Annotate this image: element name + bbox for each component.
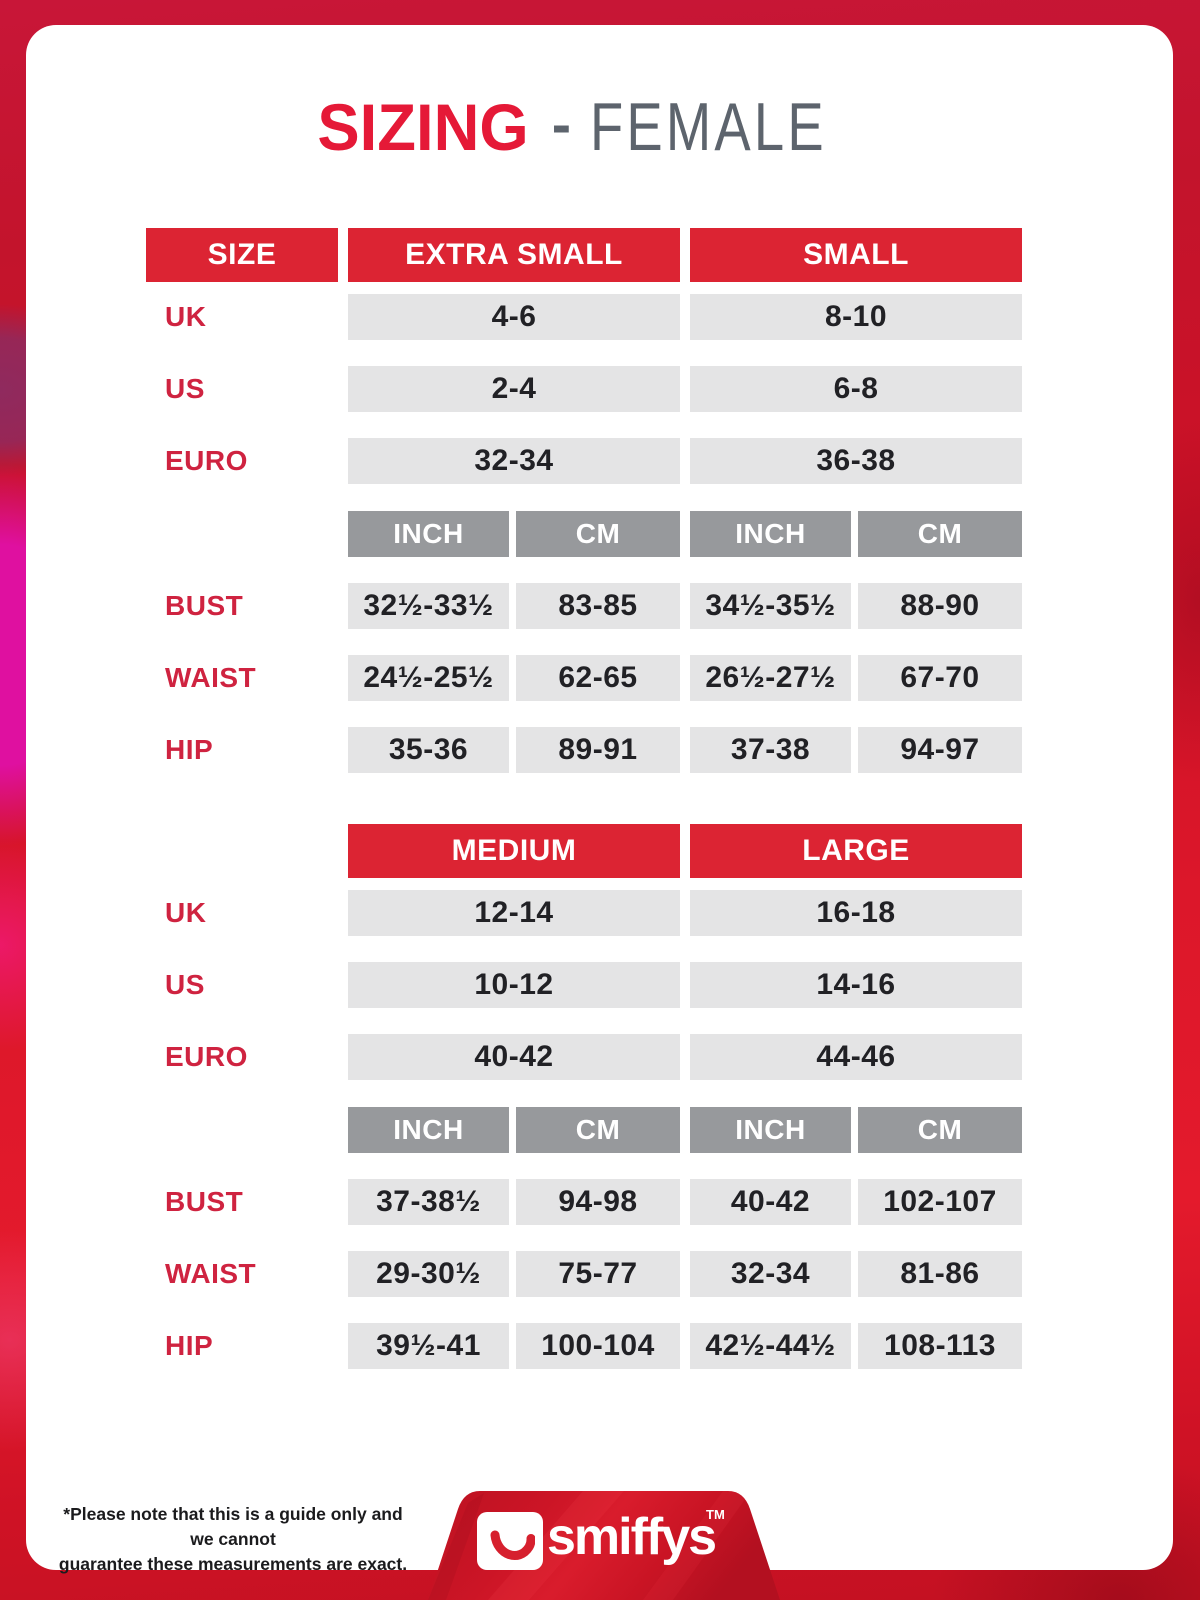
- t2-euro-large-value: 44-46: [690, 1034, 1022, 1080]
- t2-euro-medium-value: 40-42: [348, 1034, 680, 1080]
- t1-euro-label: EURO: [165, 445, 248, 476]
- t2-bust-large-cm: 102-107: [858, 1179, 1022, 1225]
- t2-uk-medium-value: 12-14: [348, 890, 680, 936]
- t2-inch-header-2: INCH: [690, 1107, 851, 1153]
- t1-waist-small-inch: 26½-27½: [690, 655, 851, 701]
- title-dash: -: [551, 92, 572, 157]
- t2-hip-medium-inch: 39½-41: [348, 1323, 509, 1369]
- t2-bust-medium-inch: 37-38½: [348, 1179, 509, 1225]
- t2-uk-large-value: 16-18: [690, 890, 1022, 936]
- t1-waist-small-cm: 67-70: [858, 655, 1022, 701]
- title-female: FEMALE: [589, 89, 827, 165]
- t2-inch-header-1: INCH: [348, 1107, 509, 1153]
- t2-euro-label: EURO: [165, 1041, 248, 1072]
- t2-hip-label: HIP: [165, 1330, 214, 1361]
- disclaimer-line-2: guarantee these measurements are exact.: [58, 1554, 408, 1574]
- t1-uk-label: UK: [165, 301, 207, 332]
- t1-waist-xs-cm: 62-65: [516, 655, 680, 701]
- t1-waist-label: WAIST: [165, 662, 257, 693]
- t1-inch-header-2: INCH: [690, 511, 851, 557]
- t1-uk-xs-value: 4-6: [348, 294, 680, 340]
- t2-hip-large-inch: 42½-44½: [690, 1323, 851, 1369]
- t1-bust-small-inch: 34½-35½: [690, 583, 851, 629]
- t2-us-label: US: [165, 969, 205, 1000]
- t1-hip-small-inch: 37-38: [690, 727, 851, 773]
- t2-bust-label: BUST: [165, 1186, 244, 1217]
- t1-us-small-value: 6-8: [690, 366, 1022, 412]
- smiffys-logo-box: [477, 1512, 543, 1570]
- t1-euro-small-value: 36-38: [690, 438, 1022, 484]
- t2-us-medium-value: 10-12: [348, 962, 680, 1008]
- disclaimer-note: *Please note that this is a guide only a…: [58, 1502, 408, 1577]
- t2-bust-medium-cm: 94-98: [516, 1179, 680, 1225]
- t1-us-xs-value: 2-4: [348, 366, 680, 412]
- t1-bust-xs-cm: 83-85: [516, 583, 680, 629]
- t1-us-label: US: [165, 373, 205, 404]
- size-corner-header: SIZE: [146, 228, 338, 282]
- t2-waist-large-inch: 32-34: [690, 1251, 851, 1297]
- t2-cm-header-2: CM: [858, 1107, 1022, 1153]
- t2-hip-medium-cm: 100-104: [516, 1323, 680, 1369]
- t1-uk-small-value: 8-10: [690, 294, 1022, 340]
- t2-us-large-value: 14-16: [690, 962, 1022, 1008]
- t2-waist-large-cm: 81-86: [858, 1251, 1022, 1297]
- page-title: SIZING - FEMALE: [26, 88, 1173, 166]
- smile-icon: [490, 1530, 535, 1560]
- t1-bust-small-cm: 88-90: [858, 583, 1022, 629]
- t1-hip-label: HIP: [165, 734, 214, 765]
- t1-bust-label: BUST: [165, 590, 244, 621]
- trademark-symbol: TM: [706, 1507, 725, 1522]
- t2-cm-header-1: CM: [516, 1107, 680, 1153]
- large-header: LARGE: [690, 824, 1022, 878]
- t1-bust-xs-inch: 32½-33½: [348, 583, 509, 629]
- content-card: [26, 25, 1173, 1570]
- t1-hip-xs-cm: 89-91: [516, 727, 680, 773]
- t1-hip-small-cm: 94-97: [858, 727, 1022, 773]
- small-header: SMALL: [690, 228, 1022, 282]
- t1-inch-header-1: INCH: [348, 511, 509, 557]
- t1-hip-xs-inch: 35-36: [348, 727, 509, 773]
- t2-uk-label: UK: [165, 897, 207, 928]
- extra-small-header: EXTRA SMALL: [348, 228, 680, 282]
- t2-hip-large-cm: 108-113: [858, 1323, 1022, 1369]
- medium-header: MEDIUM: [348, 824, 680, 878]
- t1-cm-header-1: CM: [516, 511, 680, 557]
- t2-waist-label: WAIST: [165, 1258, 257, 1289]
- t1-waist-xs-inch: 24½-25½: [348, 655, 509, 701]
- t2-waist-medium-inch: 29-30½: [348, 1251, 509, 1297]
- title-sizing: SIZING: [317, 90, 529, 164]
- t2-bust-large-inch: 40-42: [690, 1179, 851, 1225]
- t1-euro-xs-value: 32-34: [348, 438, 680, 484]
- t1-cm-header-2: CM: [858, 511, 1022, 557]
- disclaimer-line-1: *Please note that this is a guide only a…: [63, 1504, 403, 1549]
- t2-waist-medium-cm: 75-77: [516, 1251, 680, 1297]
- brand-wordmark: smiffys: [547, 1508, 717, 1566]
